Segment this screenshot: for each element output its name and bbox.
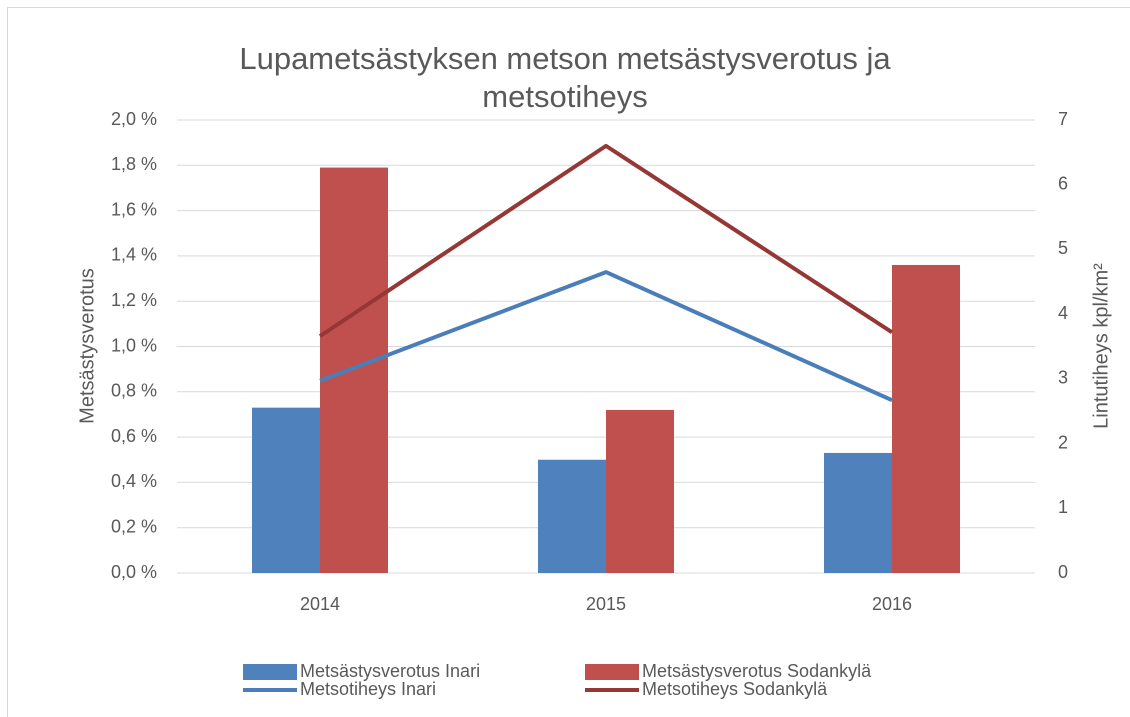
y-tick-label: 0,2 % <box>111 516 157 536</box>
bar <box>538 459 606 573</box>
chart-title: Lupametsästyksen metson metsästysverotus… <box>239 41 891 114</box>
bar <box>252 407 320 573</box>
y-tick-label: 1,8 % <box>111 154 157 174</box>
y2-tick-label: 6 <box>1058 173 1068 193</box>
y2-tick-label: 1 <box>1058 497 1068 517</box>
y2-tick-label: 5 <box>1058 238 1068 258</box>
line <box>319 270 893 403</box>
y2-tick-label: 7 <box>1058 109 1068 129</box>
x-tick-label: 2014 <box>300 594 340 614</box>
y-tick-label: 2,0 % <box>111 109 157 129</box>
y2-tick-label: 4 <box>1058 303 1068 323</box>
legend-swatch <box>585 664 639 680</box>
y-tick-label: 0,6 % <box>111 426 157 446</box>
y-tick-label: 0,0 % <box>111 562 157 582</box>
y-tick-label: 1,2 % <box>111 290 157 310</box>
legend-swatch <box>243 664 297 680</box>
bar <box>320 167 388 573</box>
y-tick-label: 0,8 % <box>111 381 157 401</box>
y-tick-label: 1,0 % <box>111 335 157 355</box>
y-axis-title: Metsästysverotus <box>76 268 98 424</box>
x-tick-label: 2016 <box>872 594 912 614</box>
bar <box>824 452 892 573</box>
chart-border <box>7 7 1130 717</box>
y2-axis-title: Lintutiheys kpl/km² <box>1090 263 1112 429</box>
legend-label: Metsästysverotus Inari <box>300 661 480 681</box>
x-tick-label: 2015 <box>586 594 626 614</box>
bar <box>892 264 960 573</box>
bar <box>606 409 674 573</box>
legend-label: Metsotiheys Sodankylä <box>642 679 828 699</box>
line <box>318 143 894 338</box>
y2-tick-label: 2 <box>1058 432 1068 452</box>
y-tick-label: 1,6 % <box>111 199 157 219</box>
y-tick-label: 1,4 % <box>111 245 157 265</box>
y-tick-label: 0,4 % <box>111 471 157 491</box>
legend-label: Metsotiheys Inari <box>300 679 436 699</box>
y2-tick-label: 3 <box>1058 368 1068 388</box>
legend-label: Metsästysverotus Sodankylä <box>642 661 872 681</box>
y2-tick-label: 0 <box>1058 562 1068 582</box>
